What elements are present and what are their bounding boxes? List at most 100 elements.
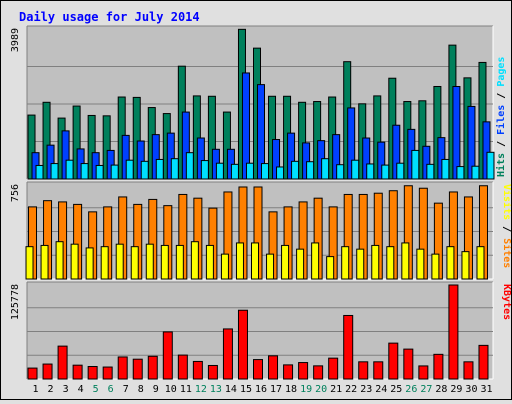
bar-kbytes-day-29: [448, 284, 459, 380]
bar-files-day-7: [121, 134, 130, 180]
legend-entry: Pages: [496, 57, 507, 87]
bar-visits-day-25: [386, 246, 395, 280]
x-tick-label-day-20: 20: [315, 384, 327, 395]
bar-visits-day-8: [130, 246, 139, 280]
bar-visits-day-19: [296, 248, 305, 280]
bar-visits-day-5: [85, 247, 94, 280]
bar-visits-day-2: [40, 244, 49, 280]
x-tick-label-day-1: 1: [33, 384, 39, 395]
bar-hits-day-1: [35, 164, 44, 180]
bar-kbytes-day-1: [27, 367, 38, 380]
x-tick-label-day-19: 19: [300, 384, 312, 395]
x-tick-label-day-7: 7: [123, 384, 129, 395]
bar-visits-day-15: [235, 242, 244, 280]
bar-kbytes-day-5: [87, 366, 98, 380]
bar-kbytes-day-9: [147, 355, 158, 380]
bar-visits-day-9: [145, 243, 154, 280]
bar-kbytes-day-16: [253, 359, 263, 380]
bar-hits-day-24: [381, 164, 390, 180]
bar-visits-day-7: [115, 243, 124, 280]
bar-kbytes-day-24: [373, 361, 384, 380]
legend-entry: /: [496, 87, 507, 105]
bar-hits-day-3: [65, 159, 74, 180]
chart-title: Daily usage for July 2014: [19, 10, 200, 24]
bar-hits-day-28: [441, 158, 450, 180]
bar-kbytes-day-31: [478, 344, 489, 380]
bar-visits-day-11: [175, 244, 184, 280]
bar-hits-day-10: [170, 158, 179, 180]
x-tick-label-day-29: 29: [450, 384, 462, 395]
x-tick-label-day-30: 30: [465, 384, 477, 395]
x-tick-label-day-25: 25: [390, 384, 402, 395]
bar-visits-day-6: [100, 246, 109, 280]
bar-visits-day-14: [220, 253, 229, 280]
x-tick-label-day-4: 4: [78, 384, 84, 395]
bar-hits-day-26: [411, 149, 420, 180]
bar-hits-day-12: [200, 160, 209, 180]
bar-visits-day-20: [311, 242, 320, 280]
bar-kbytes-day-7: [117, 356, 128, 380]
x-tick-label-day-8: 8: [138, 384, 144, 395]
x-tick-label-day-12: 12: [195, 384, 207, 395]
bar-visits-day-3: [55, 241, 64, 280]
bar-hits-day-5: [95, 164, 104, 180]
bar-visits-day-16: [251, 242, 259, 280]
bar-visits-day-1: [25, 246, 34, 280]
bar-hits-day-14: [230, 163, 239, 180]
bar-visits-day-17: [266, 253, 275, 280]
bar-kbytes-day-22: [343, 314, 354, 380]
bar-kbytes-day-20: [313, 365, 324, 380]
x-tick-label-day-17: 17: [270, 384, 282, 395]
bar-kbytes-day-27: [418, 365, 429, 380]
bar-kbytes-day-8: [132, 358, 143, 380]
bar-kbytes-day-2: [42, 363, 53, 380]
x-tick-label-day-21: 21: [330, 384, 342, 395]
bar-kbytes-day-21: [328, 357, 339, 380]
bar-kbytes-day-3: [57, 345, 68, 380]
bar-kbytes-day-26: [403, 348, 414, 380]
bar-kbytes-day-30: [463, 361, 474, 380]
x-tick-label-day-15: 15: [240, 384, 252, 395]
bar-kbytes-day-25: [388, 342, 399, 380]
bar-visits-day-21: [326, 256, 335, 280]
bar-hits-day-25: [396, 162, 405, 180]
bar-hits-day-23: [366, 163, 375, 180]
bar-hits-day-17: [276, 166, 285, 180]
bar-visits-day-4: [70, 243, 79, 280]
bar-hits-day-11: [185, 152, 194, 180]
x-tick-label-day-13: 13: [210, 384, 222, 395]
bar-kbytes-day-14: [222, 328, 233, 380]
legend-sites_visits: Visits / Sites: [501, 184, 511, 268]
bar-hits-day-8: [140, 160, 149, 180]
x-tick-label-day-2: 2: [48, 384, 54, 395]
bar-visits-day-10: [160, 244, 169, 280]
x-tick-label-day-3: 3: [63, 384, 69, 395]
bar-visits-day-12: [190, 241, 199, 280]
bar-hits-day-20: [321, 158, 330, 180]
bar-hits-day-6: [110, 164, 119, 180]
bar-hits-day-15: [245, 162, 254, 180]
x-tick-label-day-11: 11: [180, 384, 192, 395]
bar-kbytes-day-18: [283, 364, 294, 380]
bar-kbytes-day-11: [177, 354, 188, 380]
bar-hits-day-19: [306, 161, 315, 180]
y-max-label-hits_files_pages: 3989: [10, 28, 21, 52]
bar-kbytes-day-6: [102, 366, 113, 380]
bar-hits-day-29: [456, 166, 465, 180]
bar-visits-day-29: [446, 246, 455, 280]
bar-kbytes-day-10: [162, 331, 173, 380]
legend-entry: KBytes: [501, 284, 511, 320]
x-tick-label-day-24: 24: [375, 384, 387, 395]
bar-hits-day-2: [50, 163, 59, 180]
legend-entry: Files: [495, 105, 507, 135]
bar-kbytes-day-23: [358, 361, 369, 380]
bar-hits-day-27: [426, 163, 435, 180]
bar-kbytes-day-4: [72, 364, 83, 380]
y-max-label-kbytes: 125778: [10, 284, 21, 320]
legend-hits_files_pages: Hits / Files / Pages: [495, 57, 507, 177]
legend-kbytes: KBytes: [501, 284, 511, 320]
x-tick-label-day-31: 31: [480, 384, 492, 395]
bar-kbytes-day-28: [433, 353, 444, 380]
